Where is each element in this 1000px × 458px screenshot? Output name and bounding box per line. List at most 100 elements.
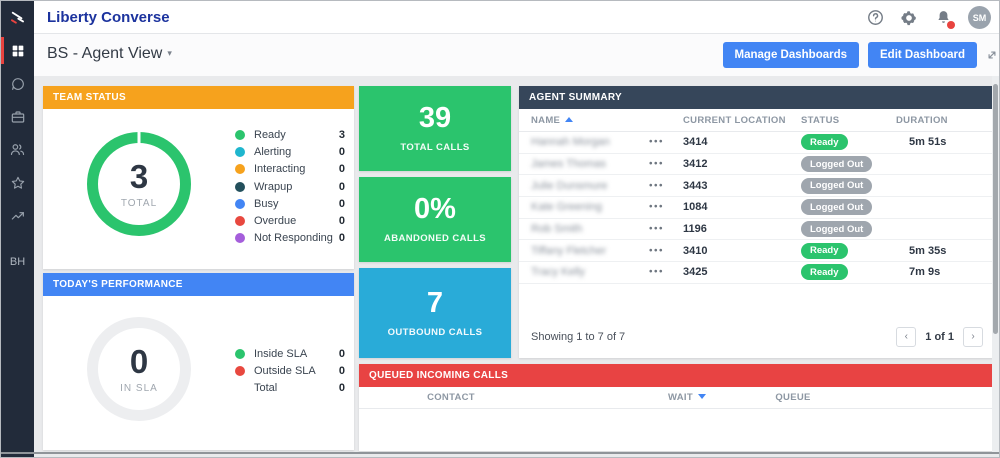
agent-table-footer: Showing 1 to 7 of 7 ‹ 1 of 1 ›	[531, 327, 983, 347]
sidebar-item-reports[interactable]	[1, 199, 34, 232]
outbound-calls-value: 7	[426, 286, 444, 319]
row-menu-icon[interactable]: •••	[649, 266, 665, 278]
todays-performance-header: TODAY'S PERFORMANCE	[43, 273, 354, 296]
scrollbar-thumb[interactable]	[993, 84, 998, 334]
table-row[interactable]: Hannah Morgan ••• 3414 Ready 5m 51s	[519, 132, 993, 154]
table-row[interactable]: Tiffany Fletcher ••• 3410 Ready 5m 35s	[519, 240, 993, 263]
dashboard-title-dropdown[interactable]: BS - Agent View ▾	[47, 45, 172, 63]
legend-item: Interacting 0	[235, 161, 345, 178]
notifications-icon[interactable]	[934, 9, 955, 29]
table-row[interactable]: Julie Dunsmure ••• 3443 Logged Out	[519, 175, 993, 198]
row-menu-icon[interactable]: •••	[649, 158, 665, 170]
dashboard-grid-icon	[12, 45, 23, 56]
status-badge: Ready	[801, 264, 848, 281]
manage-dashboards-button[interactable]: Manage Dashboards	[722, 42, 860, 68]
team-status-panel: TEAM STATUS 3 TOTAL Ready 3 Alerting 0 Int…	[43, 86, 354, 269]
column-contact[interactable]: CONTACT	[427, 392, 475, 403]
settings-icon[interactable]	[900, 9, 918, 27]
contacts-icon	[10, 144, 25, 156]
total-calls-label: TOTAL CALLS	[400, 142, 470, 153]
legend-item: Alerting 0	[235, 143, 345, 160]
agent-location: 1084	[683, 201, 708, 214]
agent-summary-panel: AGENT SUMMARY NAME CURRENT LOCATION STAT…	[519, 86, 993, 358]
chat-icon	[11, 77, 24, 90]
next-page-button[interactable]: ›	[963, 327, 983, 347]
queued-table-header: CONTACT WAIT QUEUE	[359, 387, 993, 409]
column-location[interactable]: CURRENT LOCATION	[683, 115, 786, 126]
team-status-legend: Ready 3 Alerting 0 Interacting 0 Wrapup 0 Bu…	[235, 126, 345, 247]
legend-item: Busy 0	[235, 195, 345, 212]
topbar: Liberty Converse S	[1, 1, 999, 34]
sidebar-item-favorites[interactable]	[1, 166, 34, 199]
sort-desc-icon	[697, 394, 706, 399]
queued-calls-header: QUEUED INCOMING CALLS	[359, 364, 993, 387]
legend-item: Total 0	[254, 382, 345, 395]
abandoned-calls-label: ABANDONED CALLS	[383, 233, 487, 244]
row-menu-icon[interactable]: •••	[649, 201, 665, 213]
column-status[interactable]: STATUS	[801, 115, 840, 126]
bottom-window-edge	[1, 452, 999, 454]
agent-name: Julie Dunsmure	[531, 179, 608, 192]
sidebar-item-work[interactable]	[1, 100, 34, 133]
sidebar-footer-label[interactable]: BH	[9, 256, 26, 268]
agent-name: James Thomas	[531, 158, 606, 171]
sidebar-item-dashboards[interactable]	[1, 34, 34, 67]
table-row[interactable]: Kate Greening ••• 1084 Logged Out	[519, 197, 993, 219]
agent-name: Rob Smith	[531, 223, 583, 236]
sla-total-label: IN SLA	[120, 382, 158, 394]
dashboard-title: BS - Agent View	[47, 45, 163, 62]
sla-donut: 0 IN SLA	[87, 317, 191, 421]
row-menu-icon[interactable]: •••	[649, 245, 665, 257]
status-badge: Ready	[801, 134, 848, 151]
avatar[interactable]: SM	[968, 6, 991, 29]
prev-page-button[interactable]: ‹	[896, 327, 917, 347]
view-header: BS - Agent View ▾ Manage Dashboards Edit …	[34, 34, 999, 76]
legend-dot	[235, 348, 245, 359]
column-duration[interactable]: DURATION	[896, 115, 948, 126]
queued-table-empty-body	[359, 409, 993, 457]
table-row[interactable]: Tracy Kelly ••• 3425 Ready 7m 9s	[519, 262, 993, 284]
row-menu-icon[interactable]: •••	[649, 136, 665, 148]
queued-incoming-calls-panel: QUEUED INCOMING CALLS CONTACT WAIT QUEUE	[359, 364, 993, 451]
agent-table-header: NAME CURRENT LOCATION STATUS DURATION	[519, 109, 993, 132]
table-row[interactable]: Rob Smith ••• 1196 Logged Out	[519, 219, 993, 241]
app-logo[interactable]	[1, 1, 34, 34]
briefcase-icon	[11, 110, 24, 123]
agent-name: Hannah Morgan	[531, 136, 610, 149]
agent-summary-header: AGENT SUMMARY	[519, 86, 993, 109]
outbound-calls-label: OUTBOUND CALLS	[387, 326, 483, 338]
column-name[interactable]: NAME	[531, 109, 574, 132]
donut-notch	[137, 131, 141, 144]
column-wait[interactable]: WAIT	[668, 387, 706, 409]
agent-location: 3410	[683, 244, 708, 257]
fullscreen-icon[interactable]	[985, 48, 999, 62]
status-badge: Logged Out	[801, 177, 873, 194]
sla-legend: Inside SLA 0 Outside SLA 0 Total 0	[235, 345, 345, 397]
outbound-calls-card[interactable]: 7 OUTBOUND CALLS	[359, 268, 511, 358]
total-calls-value: 39	[418, 102, 452, 134]
sidebar-item-conversations[interactable]	[1, 67, 34, 100]
team-total-label: TOTAL	[120, 197, 158, 209]
sidebar-item-contacts[interactable]	[1, 133, 34, 166]
edit-dashboard-button[interactable]: Edit Dashboard	[868, 42, 977, 68]
vertical-scrollbar[interactable]	[992, 76, 999, 453]
todays-performance-panel: TODAY'S PERFORMANCE 0 IN SLA Inside SLA 0…	[43, 273, 354, 450]
sla-total-value: 0	[129, 342, 149, 380]
showing-text: Showing 1 to 7 of 7	[531, 331, 626, 343]
legend-dot	[235, 365, 245, 376]
star-icon	[11, 176, 24, 189]
agent-location: 3412	[683, 158, 708, 171]
row-menu-icon[interactable]: •••	[649, 223, 665, 235]
status-badge: Logged Out	[801, 199, 873, 216]
total-calls-card[interactable]: 39 TOTAL CALLS	[359, 86, 511, 171]
legend-item: Not Responding 0	[235, 230, 345, 247]
column-queue[interactable]: QUEUE	[775, 392, 811, 403]
help-icon[interactable]	[866, 9, 884, 27]
team-total-value: 3	[129, 157, 149, 195]
legend-item: Wrapup 0	[235, 178, 345, 195]
logo-icon	[11, 11, 24, 24]
table-row[interactable]: James Thomas ••• 3412 Logged Out	[519, 154, 993, 176]
row-menu-icon[interactable]: •••	[649, 180, 665, 192]
abandoned-calls-card[interactable]: 0% ABANDONED CALLS	[359, 177, 511, 262]
